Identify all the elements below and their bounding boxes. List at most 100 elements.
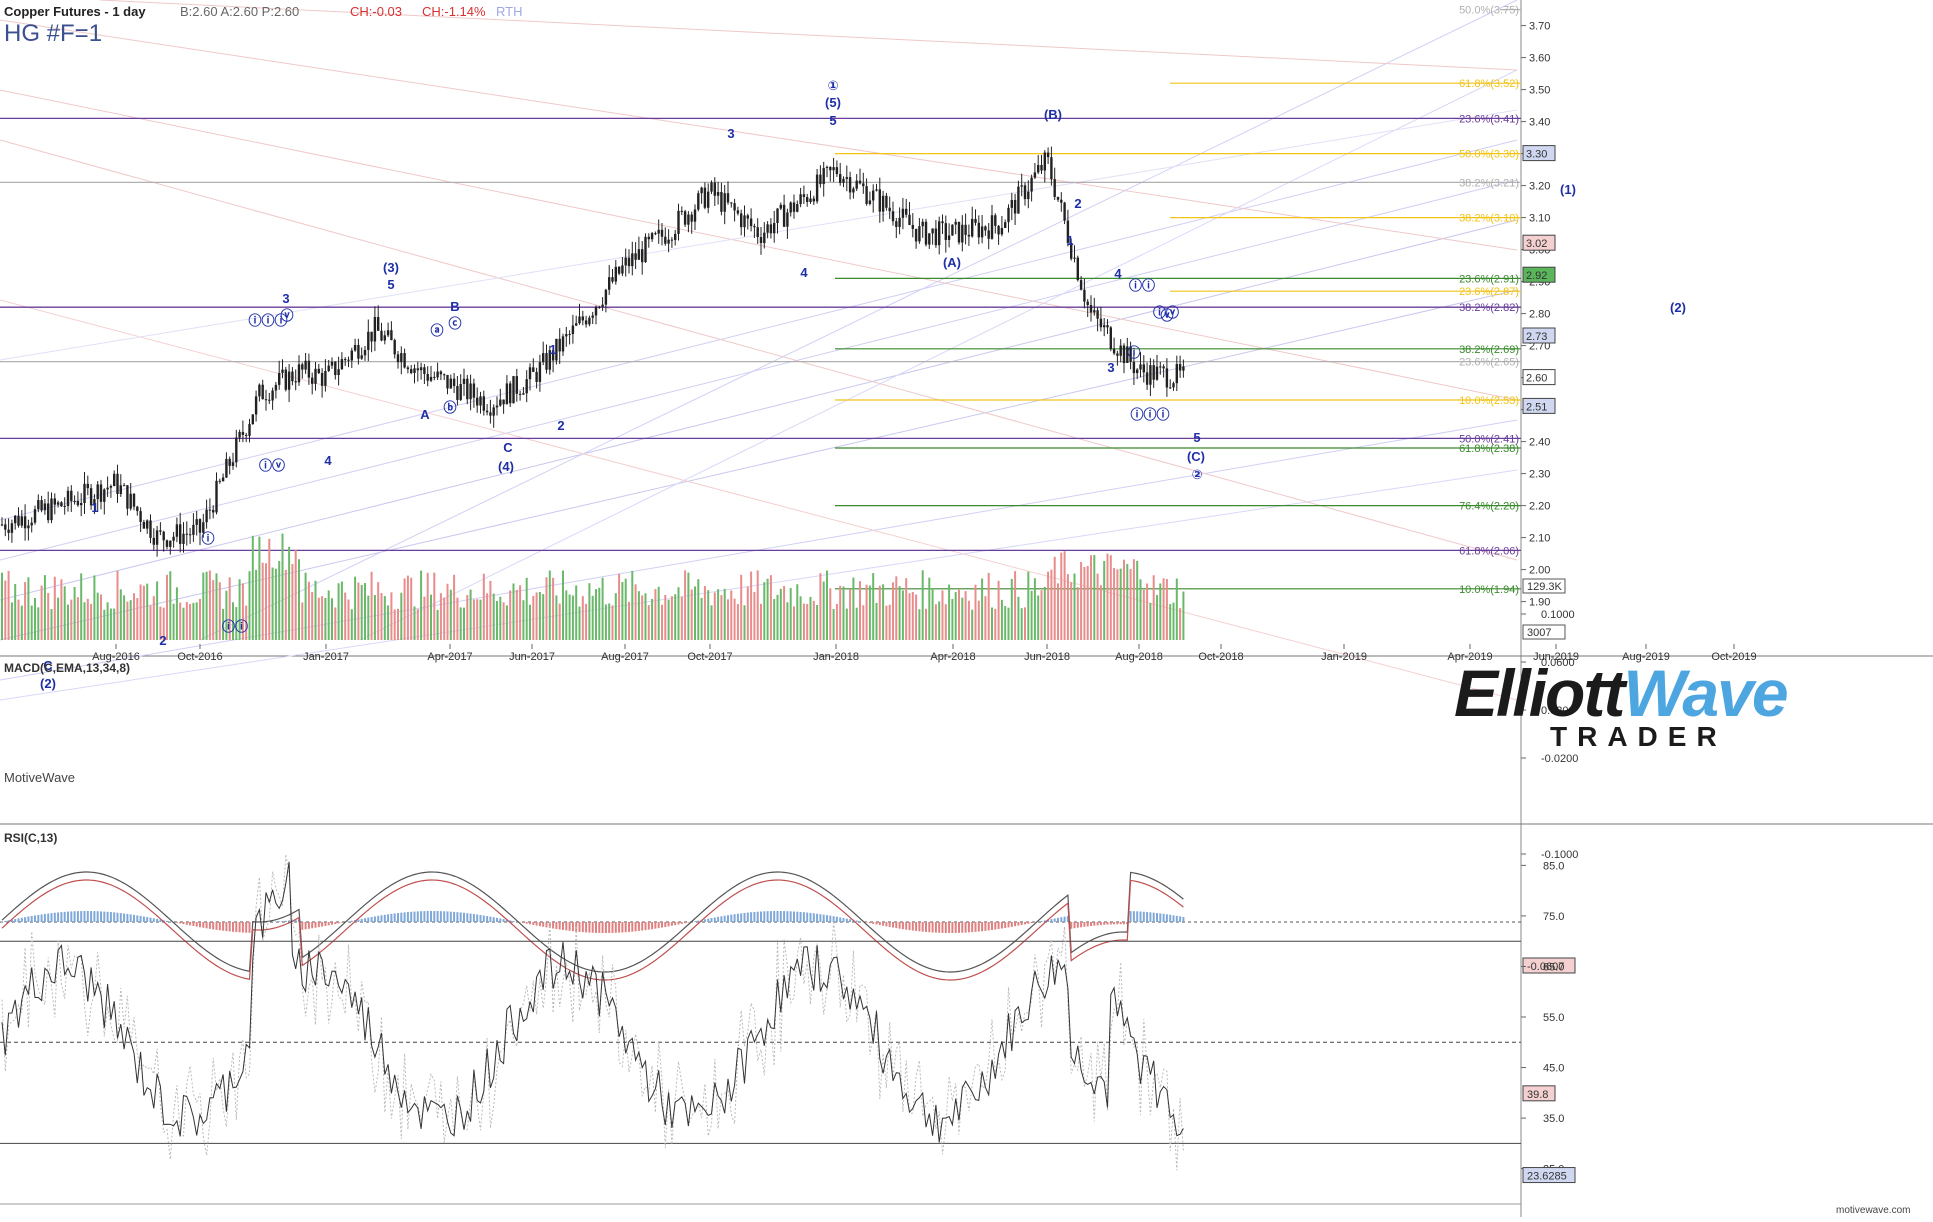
- price-bar-body-271: [895, 221, 897, 227]
- volume-bar-175: [579, 607, 581, 640]
- fib-label-3: 50.0%(3.30): [1459, 149, 1519, 161]
- price-bar-body-298: [984, 226, 986, 230]
- price-bar-body-179: [592, 315, 594, 317]
- price-bar-body-335: [1106, 325, 1108, 327]
- volume-bar-126: [417, 609, 419, 640]
- macd-hist-bar-291: [961, 922, 963, 933]
- macd-hist-bar-44: [146, 917, 148, 922]
- volume-bar-248: [819, 573, 821, 640]
- price-bar-body-85: [281, 370, 283, 373]
- price-bar-body-141: [466, 379, 468, 399]
- price-bar-body-120: [397, 354, 399, 362]
- price-bar-body-43: [143, 522, 145, 529]
- volume-bar-326: [1077, 587, 1079, 640]
- macd-hist-bar-163: [539, 922, 541, 926]
- macd-hist-bar-16: [54, 913, 56, 922]
- price-bar-body-163: [539, 362, 541, 382]
- price-bar-body-130: [430, 377, 432, 381]
- macd-hist-bar-35: [117, 913, 119, 922]
- price-bar-body-104: [344, 359, 346, 360]
- volume-bar-250: [826, 571, 828, 640]
- volume-bar-268: [885, 606, 887, 640]
- volume-bar-56: [186, 602, 188, 640]
- price-bar-body-71: [235, 438, 237, 463]
- volume-bar-76: [252, 536, 254, 640]
- price-bar-body-76: [252, 414, 254, 424]
- macd-hist-bar-292: [965, 922, 967, 933]
- volume-axis-label-0: 129.3K: [1527, 581, 1563, 593]
- macd-hist-bar-236: [780, 911, 782, 922]
- volume-bar-272: [899, 586, 901, 640]
- price-bar-body-113: [374, 317, 376, 341]
- volume-bar-238: [786, 602, 788, 640]
- macd-hist-bar-190: [628, 922, 630, 932]
- volume-bar-355: [1173, 603, 1175, 640]
- volume-bar-270: [892, 582, 894, 640]
- volume-bar-310: [1024, 607, 1026, 640]
- price-bar-body-218: [720, 192, 722, 212]
- wave-label-26: 5: [829, 113, 836, 128]
- price-bar-body-148: [489, 412, 491, 415]
- macd-hist-bar-17: [57, 912, 59, 922]
- macd-hist-bar-334: [1103, 922, 1105, 925]
- macd-hist-bar-285: [942, 922, 944, 933]
- volume-bar-192: [635, 584, 637, 640]
- price-bar-body-192: [634, 253, 636, 259]
- macd-hist-bar-39: [130, 914, 132, 922]
- price-bar-body-316: [1044, 153, 1046, 171]
- macd-hist-bar-58: [192, 922, 194, 926]
- volume-bar-341: [1126, 564, 1128, 640]
- macd-hist-bar-253: [836, 917, 838, 922]
- macd-hist-bar-304: [1004, 922, 1006, 928]
- price-bar-body-206: [681, 211, 683, 212]
- volume-bar-300: [991, 607, 993, 640]
- macd-hist-bar-13: [44, 914, 46, 922]
- price-bar-body-10: [34, 509, 36, 522]
- macd-hist-bar-26: [87, 911, 89, 922]
- price-tag-label-4: 2.60: [1526, 373, 1547, 385]
- macd-hist-bar-286: [945, 922, 947, 933]
- macd-hist-bar-201: [664, 922, 666, 927]
- price-bar-body-312: [1030, 178, 1032, 192]
- price-tick-label-18: 1.90: [1529, 597, 1550, 609]
- price-bar-body-240: [793, 202, 795, 211]
- volume-bar-154: [509, 590, 511, 640]
- price-bar-body-188: [621, 265, 623, 273]
- price-bar-body-158: [522, 393, 524, 394]
- macd-hist-bar-9: [31, 916, 33, 922]
- macd-hist-bar-53: [176, 922, 178, 923]
- volume-bar-254: [839, 586, 841, 640]
- price-bar-body-123: [407, 367, 409, 369]
- price-bar-body-322: [1063, 203, 1065, 221]
- volume-bar-324: [1070, 582, 1072, 640]
- macd-hist-bar-12: [41, 914, 43, 922]
- price-bar-body-81: [268, 400, 270, 401]
- macd-hist-bar-294: [971, 922, 973, 932]
- macd-hist-bar-271: [895, 922, 897, 928]
- change-abs: CH:-0.03: [350, 4, 402, 19]
- macd-hist-bar-37: [123, 913, 125, 922]
- price-bar-body-351: [1159, 366, 1161, 367]
- volume-bar-317: [1047, 572, 1049, 640]
- price-bar-body-215: [710, 182, 712, 191]
- volume-bar-226: [747, 587, 749, 640]
- price-bar-body-334: [1103, 325, 1105, 327]
- macd-hist-bar-274: [905, 922, 907, 930]
- price-bar-body-225: [743, 215, 745, 227]
- price-bar-body-272: [898, 218, 900, 227]
- volume-bar-278: [918, 609, 920, 640]
- macd-hist-bar-220: [727, 915, 729, 922]
- macd-hist-bar-239: [790, 911, 792, 922]
- price-bar-body-40: [133, 494, 135, 507]
- price-bar-body-25: [83, 484, 85, 503]
- rsi-value-label: 39.8: [1527, 1089, 1548, 1101]
- volume-bar-64: [212, 580, 214, 640]
- price-bar-body-277: [915, 229, 917, 242]
- macd-hist-bar-134: [443, 911, 445, 922]
- volume-bar-34: [113, 609, 115, 640]
- volume-bar-90: [298, 559, 300, 640]
- macd-hist-bar-111: [367, 918, 369, 922]
- volume-bar-332: [1097, 574, 1099, 640]
- wave-label-18: C: [503, 440, 513, 455]
- macd-hist-bar-238: [786, 911, 788, 922]
